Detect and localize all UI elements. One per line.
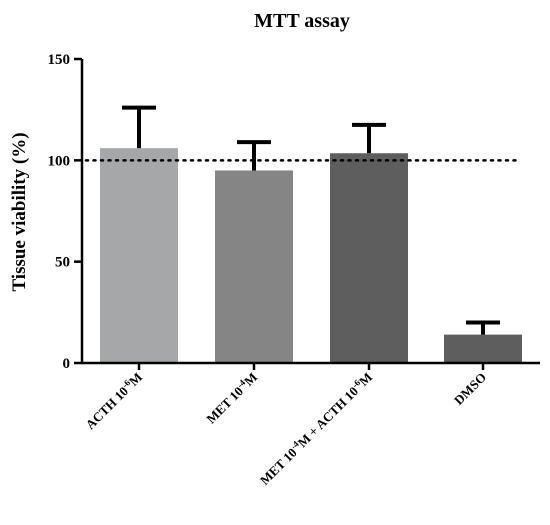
bar-1 (100, 148, 178, 363)
x-tick-label-2: MET 10-4M (203, 369, 261, 427)
y-tick-label-150: 150 (48, 52, 71, 68)
x-tick-label-1: ACTH 10-6M (82, 369, 145, 432)
y-axis-label: Tissue viability (%) (9, 132, 30, 291)
bar-3 (330, 153, 408, 363)
bar-2 (215, 170, 293, 363)
chart-title: MTT assay (254, 10, 350, 32)
y-tick-label-0: 0 (63, 356, 71, 372)
y-tick-label-50: 50 (55, 255, 70, 271)
bar-4 (444, 334, 522, 363)
x-tick-label-3: MET 10-4M + ACTH 10-6M (256, 369, 375, 488)
x-tick-label-4: DMSO (451, 370, 489, 408)
y-tick-label-100: 100 (48, 153, 71, 169)
